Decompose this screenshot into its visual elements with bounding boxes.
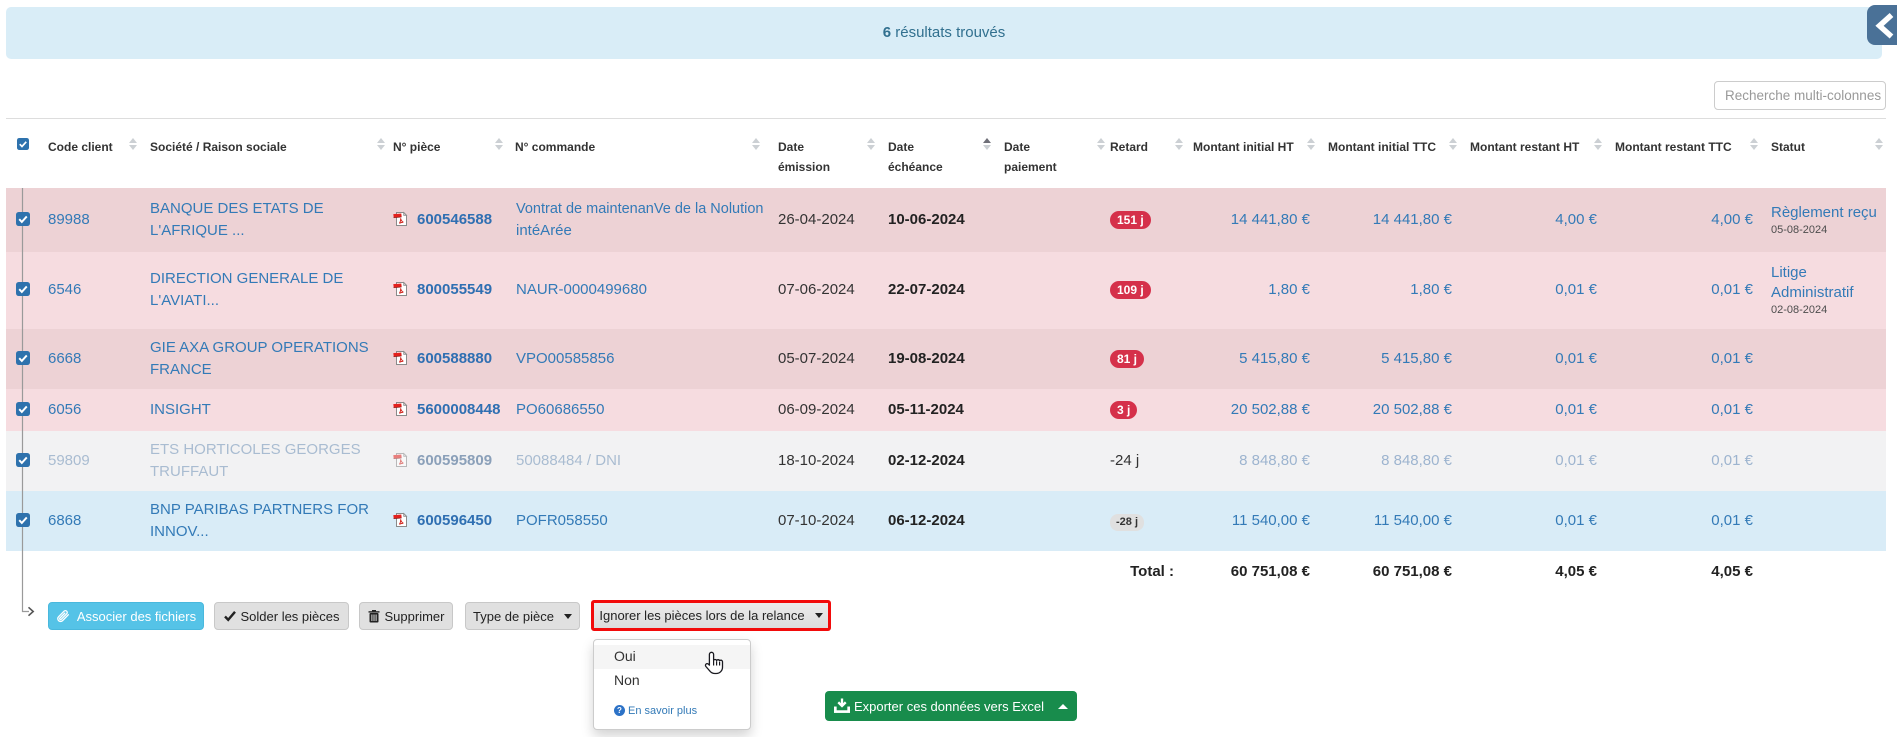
svg-text:?: ? <box>617 706 622 715</box>
